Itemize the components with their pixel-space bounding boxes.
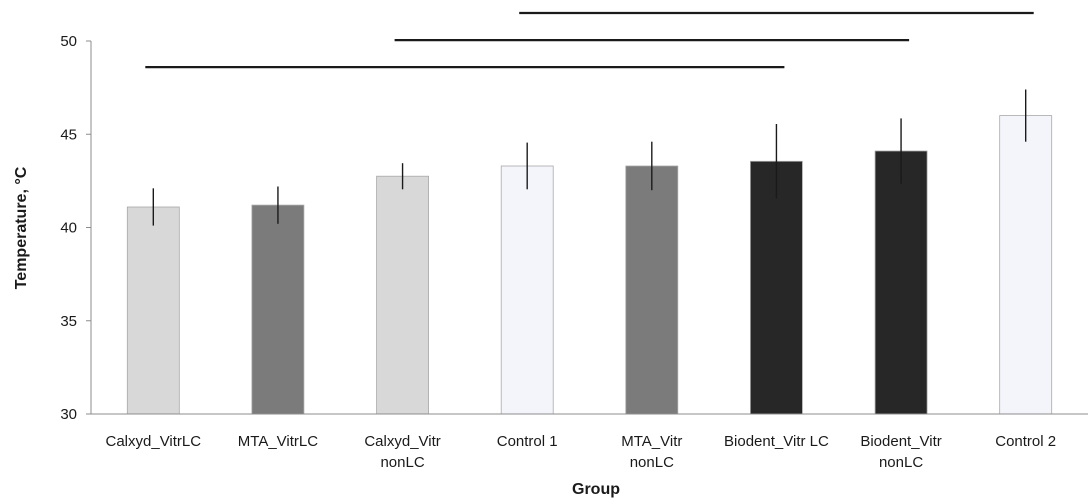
error-bars	[152, 89, 1027, 226]
x-category-label-line: Calxyd_VitrLC	[106, 433, 202, 450]
y-tick-label: 45	[60, 126, 77, 143]
x-category-label-line: Control 1	[497, 433, 558, 450]
y-tick-labels: 30 35 40 45 50	[60, 33, 77, 423]
x-category-label-line: nonLC	[879, 454, 923, 471]
axes	[86, 40, 1088, 415]
bars	[126, 115, 1053, 415]
bar	[874, 150, 928, 415]
x-category-label-line: nonLC	[630, 454, 674, 471]
y-tick-label: 50	[60, 33, 77, 50]
y-tick-label: 30	[60, 406, 77, 423]
y-tick-label: 40	[60, 220, 77, 237]
x-category-label: MTA_Vitr nonLC	[621, 433, 682, 471]
x-category-label-line: Biodent_Vitr	[860, 433, 941, 450]
x-axis-title: Group	[572, 481, 620, 498]
x-category-label-line: Control 2	[995, 433, 1056, 450]
significance-brackets	[145, 11, 1034, 69]
x-category-label-line: MTA_Vitr	[621, 433, 682, 450]
y-tick-label: 35	[60, 313, 77, 330]
bar	[376, 175, 430, 415]
bar	[500, 165, 554, 415]
x-category-label-line: Biodent_Vitr LC	[724, 433, 829, 450]
x-category-label: Biodent_Vitr LC	[724, 433, 829, 450]
x-category-label-line: MTA_VitrLC	[238, 433, 318, 450]
x-category-label: Control 2	[995, 433, 1056, 450]
x-category-label-line: Calxyd_Vitr	[364, 433, 440, 450]
x-category-label: Control 1	[497, 433, 558, 450]
x-category-labels: Calxyd_VitrLC MTA_VitrLC Calxyd_Vitr nonLCC…	[106, 433, 1057, 471]
x-category-label: MTA_VitrLC	[238, 433, 318, 450]
x-category-label: Calxyd_VitrLC	[106, 433, 202, 450]
bar	[999, 115, 1053, 415]
x-category-label: Calxyd_Vitr nonLC	[364, 433, 440, 471]
x-category-label: Biodent_Vitr nonLC	[860, 433, 941, 471]
bar	[251, 204, 305, 415]
x-category-label-line: nonLC	[380, 454, 424, 471]
y-axis-title: Temperature, °C	[13, 166, 30, 289]
bar	[750, 160, 803, 415]
bar	[126, 206, 180, 415]
bar	[625, 165, 679, 415]
